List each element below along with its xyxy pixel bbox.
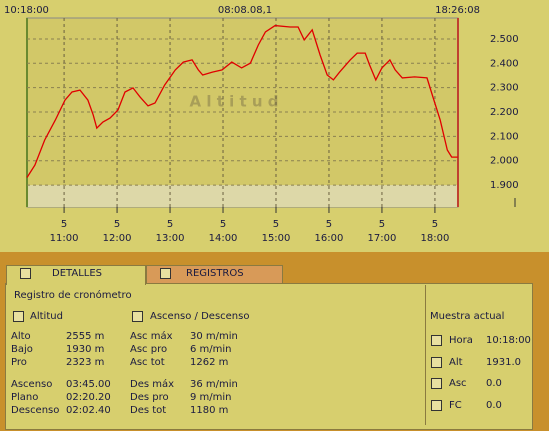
stat-label: Asc pro <box>130 344 168 355</box>
stat-label: Alto <box>11 331 31 342</box>
watermark: A l t i t u d <box>190 93 279 111</box>
stat-value: 03:45.00 <box>66 379 111 390</box>
tab-label: REGISTROS <box>186 268 244 279</box>
x-tick-label: 13:00 <box>156 233 185 244</box>
x-tick-sublabel: 5 <box>379 219 385 230</box>
sample-label: Alt <box>449 356 463 368</box>
subtitle: Registro de cronómetro <box>14 290 132 301</box>
icon <box>13 311 24 322</box>
stat-label: Asc máx <box>130 331 173 342</box>
stat-value: 02:02.40 <box>66 405 111 416</box>
stat-label: Bajo <box>11 344 33 355</box>
stat-value: 1930 m <box>66 344 105 355</box>
y-tick-label: 2.000 <box>490 156 519 167</box>
y-tick-label: 1.900 <box>490 180 519 191</box>
x-tick-sublabel: 5 <box>432 219 438 230</box>
stat-value: 02:20.20 <box>66 392 111 403</box>
start-label: 10:18:00 <box>4 5 49 16</box>
floor-band <box>28 185 457 207</box>
stat-label: Descenso <box>11 405 60 416</box>
end-label: 18:26:08 <box>435 5 480 16</box>
panel-body <box>5 283 533 430</box>
divider <box>425 285 426 425</box>
tab-detalles[interactable] <box>6 265 146 285</box>
x-tick-label: 12:00 <box>103 233 132 244</box>
sample-value: 0.0 <box>486 378 502 389</box>
stat-value: 36 m/min <box>190 379 238 390</box>
separator <box>0 252 549 255</box>
icon <box>431 378 442 389</box>
x-tick-sublabel: 5 <box>220 219 226 230</box>
stat-value: 30 m/min <box>190 331 238 342</box>
section-title: Muestra actual <box>430 311 505 322</box>
sample-value: 10:18:00 <box>486 335 531 346</box>
tab-label: DETALLES <box>52 268 102 279</box>
x-tick-sublabel: 5 <box>167 219 173 230</box>
stat-value: 6 m/min <box>190 344 232 355</box>
icon <box>20 268 31 279</box>
stat-value: 2555 m <box>66 331 105 342</box>
section-title: Ascenso / Descenso <box>150 311 250 322</box>
y-tick-label: 2.400 <box>490 58 519 69</box>
icon <box>160 268 171 279</box>
x-tick-sublabel: 5 <box>326 219 332 230</box>
icon <box>431 335 442 346</box>
stat-value: 1262 m <box>190 357 229 368</box>
y-tick-label: 2.100 <box>490 131 519 142</box>
stat-label: Des tot <box>130 405 167 416</box>
y-tick-label: 2.500 <box>490 34 519 45</box>
stat-label: Plano <box>11 392 39 403</box>
section-title: Altitud <box>30 311 63 322</box>
stat-label: Des pro <box>130 392 169 403</box>
x-tick-label: 17:00 <box>368 233 397 244</box>
stat-value: 2323 m <box>66 357 105 368</box>
icon <box>431 399 442 411</box>
sample-value: 0.0 <box>486 399 502 411</box>
chart: 10:18:00 08:08.08,1 18:26:08 A l t i t u… <box>0 0 549 255</box>
altitude-line <box>26 24 458 178</box>
stat-value: 9 m/min <box>190 392 232 403</box>
x-tick-sublabel: 5 <box>114 219 120 230</box>
stat-label: Asc tot <box>130 357 165 368</box>
stat-label: Des máx <box>130 379 175 390</box>
y-tick-label: 2.300 <box>490 83 519 94</box>
sample-label: Hora <box>449 335 473 346</box>
sample-label: FC <box>449 399 462 411</box>
y-tick-label: 2.200 <box>490 107 519 118</box>
duration-label: 08:08.08,1 <box>218 5 272 16</box>
stat-value: 1180 m <box>190 405 229 416</box>
icon <box>431 356 442 368</box>
stat-label: Ascenso <box>11 379 53 390</box>
details-panel: DETALLES REGISTROS Registro de cronómetro A… <box>0 255 549 431</box>
x-tick-label: 14:00 <box>209 233 238 244</box>
x-tick-label: 11:00 <box>50 233 79 244</box>
sample-value: 1931.0 <box>486 356 521 368</box>
x-tick-label: 16:00 <box>315 233 344 244</box>
x-tick-label: 15:00 <box>262 233 291 244</box>
x-tick-sublabel: 5 <box>61 219 67 230</box>
x-tick-label: 18:00 <box>421 233 450 244</box>
tab-registros[interactable] <box>146 265 283 284</box>
icon <box>132 311 143 322</box>
stat-label: Pro <box>11 357 27 368</box>
x-tick-sublabel: 5 <box>273 219 279 230</box>
sample-label: Asc <box>449 378 467 389</box>
plot-area <box>26 17 459 208</box>
